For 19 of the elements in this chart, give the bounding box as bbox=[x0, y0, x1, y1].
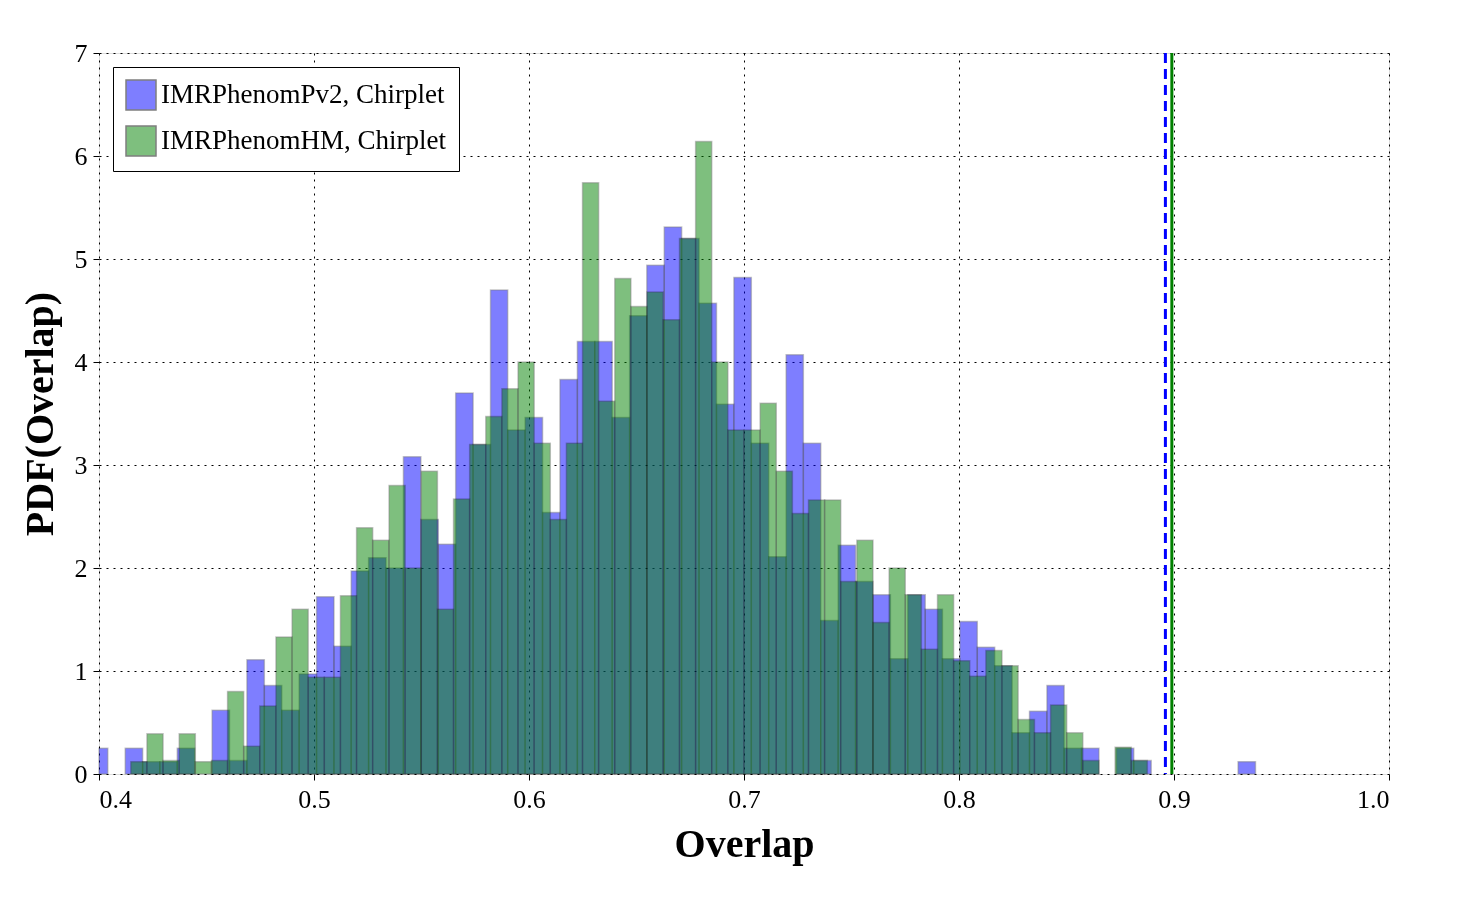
x-tick-label: 0.7 bbox=[728, 784, 761, 814]
y-tick-label: 0 bbox=[74, 759, 88, 789]
y-tick-label: 4 bbox=[74, 347, 88, 377]
legend-label: IMRPhenomPv2, Chirplet bbox=[161, 79, 446, 109]
x-tick-label: 0.9 bbox=[1158, 784, 1191, 814]
y-tick-label: 3 bbox=[74, 450, 88, 480]
y-axis-title: PDF(Overlap) bbox=[16, 291, 62, 537]
legend-label: IMRPhenomHM, Chirplet bbox=[161, 125, 447, 155]
x-tick-label: 0.4 bbox=[99, 784, 132, 814]
x-tick-label: 0.6 bbox=[513, 784, 546, 814]
y-tick-label: 1 bbox=[74, 656, 88, 686]
x-axis-title: Overlap bbox=[674, 820, 815, 866]
y-tick-label: 7 bbox=[74, 38, 88, 68]
x-tick-label: 0.5 bbox=[298, 784, 331, 814]
x-tick-label: 1.0 bbox=[1357, 784, 1390, 814]
y-tick-label: 5 bbox=[74, 244, 88, 274]
y-tick-label: 6 bbox=[74, 141, 88, 171]
x-tick-label: 0.8 bbox=[943, 784, 976, 814]
y-tick-label: 2 bbox=[74, 553, 88, 583]
